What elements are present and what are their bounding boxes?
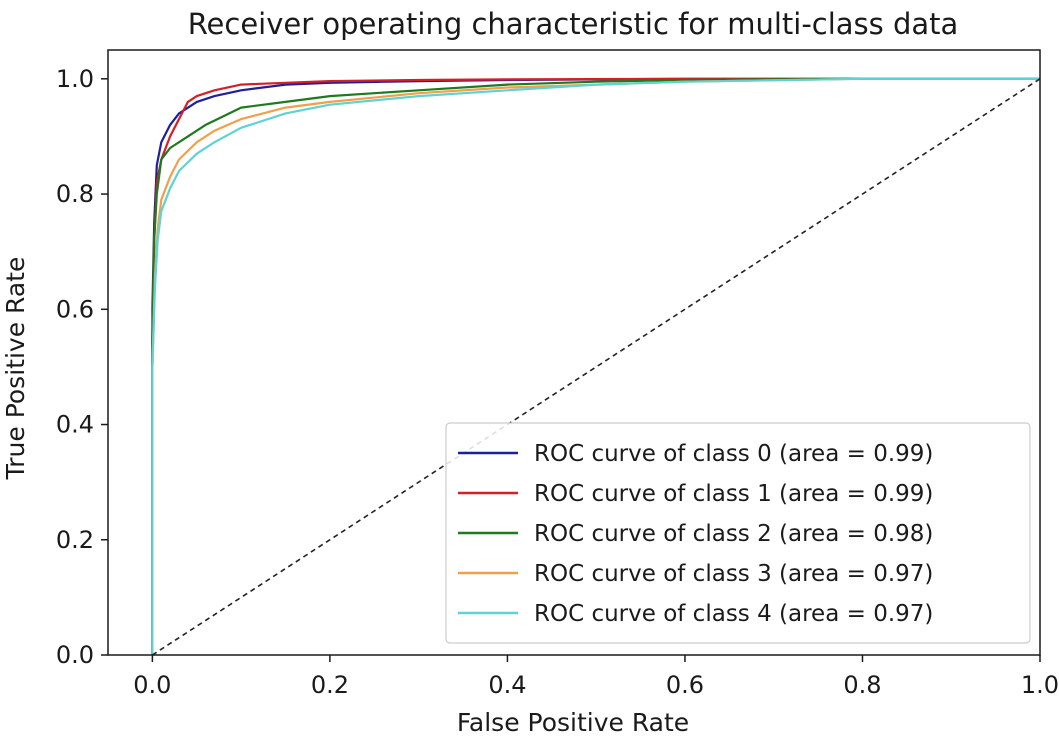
y-tick-label: 0.2	[56, 526, 94, 554]
roc-curve-class-4	[151, 77, 1040, 655]
legend-label-class-2: ROC curve of class 2 (area = 0.98)	[534, 521, 933, 547]
roc-curve-class-2	[151, 77, 1040, 655]
x-tick-label: 0.0	[133, 671, 171, 699]
legend: ROC curve of class 0 (area = 0.99) ROC cu…	[445, 422, 1031, 644]
axes: 0.0 0.2 0.4 0.6 0.8 1.0 0.0 0.2 0.4 0.6 0.8 1.0	[56, 49, 1059, 699]
legend-label-class-0: ROC curve of class 0 (area = 0.99)	[534, 441, 933, 467]
x-tick-label: 0.6	[666, 671, 704, 699]
y-axis-label: True Positive Rate	[1, 257, 30, 481]
y-tick-label: 1.0	[56, 65, 94, 93]
x-tick-label: 1.0	[1021, 671, 1059, 699]
plot-area	[151, 77, 1041, 656]
y-tick-label: 0.0	[56, 641, 94, 669]
legend-label-class-4: ROC curve of class 4 (area = 0.97)	[534, 601, 933, 627]
legend-box	[445, 422, 1031, 644]
x-tick-label: 0.4	[488, 671, 526, 699]
y-tick-label: 0.6	[56, 295, 94, 323]
x-tick-label: 0.2	[311, 671, 349, 699]
chart-title: Receiver operating characteristic for mu…	[188, 7, 959, 41]
y-tick-label: 0.8	[56, 180, 94, 208]
legend-label-class-3: ROC curve of class 3 (area = 0.97)	[534, 561, 933, 587]
x-tick-label: 0.8	[843, 671, 881, 699]
legend-label-class-1: ROC curve of class 1 (area = 0.99)	[534, 481, 933, 507]
y-tick-label: 0.4	[56, 411, 94, 439]
x-axis-label: False Positive Rate	[457, 708, 689, 737]
axes-frame	[107, 49, 1041, 656]
